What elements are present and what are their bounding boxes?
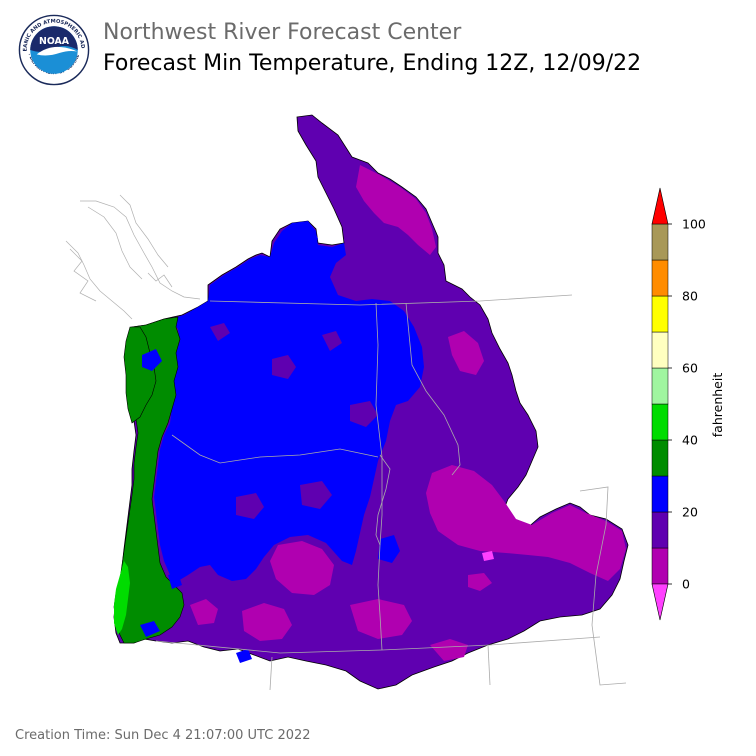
creation-time: Creation Time: Sun Dec 4 21:07:00 UTC 20… [15,728,311,743]
noaa-logo: NATIONAL OCEANIC AND ATMOSPHERIC ADMINIS… [18,14,90,86]
legend-tick-label: 100 [682,217,706,232]
legend-tick-label: 60 [682,361,698,376]
product-title: Forecast Min Temperature, Ending 12Z, 12… [103,51,642,76]
legend-colorbar: 0 20 40 60 80 100 fahrenheit [651,187,725,621]
region-0-10-southeast [426,465,626,581]
legend-bin-0 [651,547,669,585]
region-30-40 [113,316,185,644]
legend-bin-3 [651,439,669,477]
coastline-bc [65,194,201,320]
legend-tick-label: 80 [682,289,698,304]
legend-bin-2 [651,475,669,513]
legend-tick-label: 0 [682,577,690,592]
legend-bin-1 [651,511,669,549]
legend-bin-7 [651,295,669,333]
legend-tick-label: 20 [682,505,698,520]
region-0-10-north [356,165,436,255]
legend-bin-9 [651,223,669,261]
legend-under-arrow [651,583,669,621]
org-name: Northwest River Forecast Center [103,20,462,45]
region-40-50 [114,561,130,635]
region-20-30 [154,221,424,581]
legend-bin-8 [651,259,669,297]
legend-bin-4 [651,403,669,441]
legend-over-arrow [651,187,669,225]
legend-bin-5 [651,367,669,405]
legend-unit-label: fahrenheit [710,373,725,438]
noaa-logo-text: NOAA [39,36,70,47]
legend-bin-6 [651,331,669,369]
legend-tick-label: 40 [682,433,698,448]
state-boundaries [155,294,627,691]
region-0-10-south [270,541,334,595]
temperature-map [65,114,629,691]
